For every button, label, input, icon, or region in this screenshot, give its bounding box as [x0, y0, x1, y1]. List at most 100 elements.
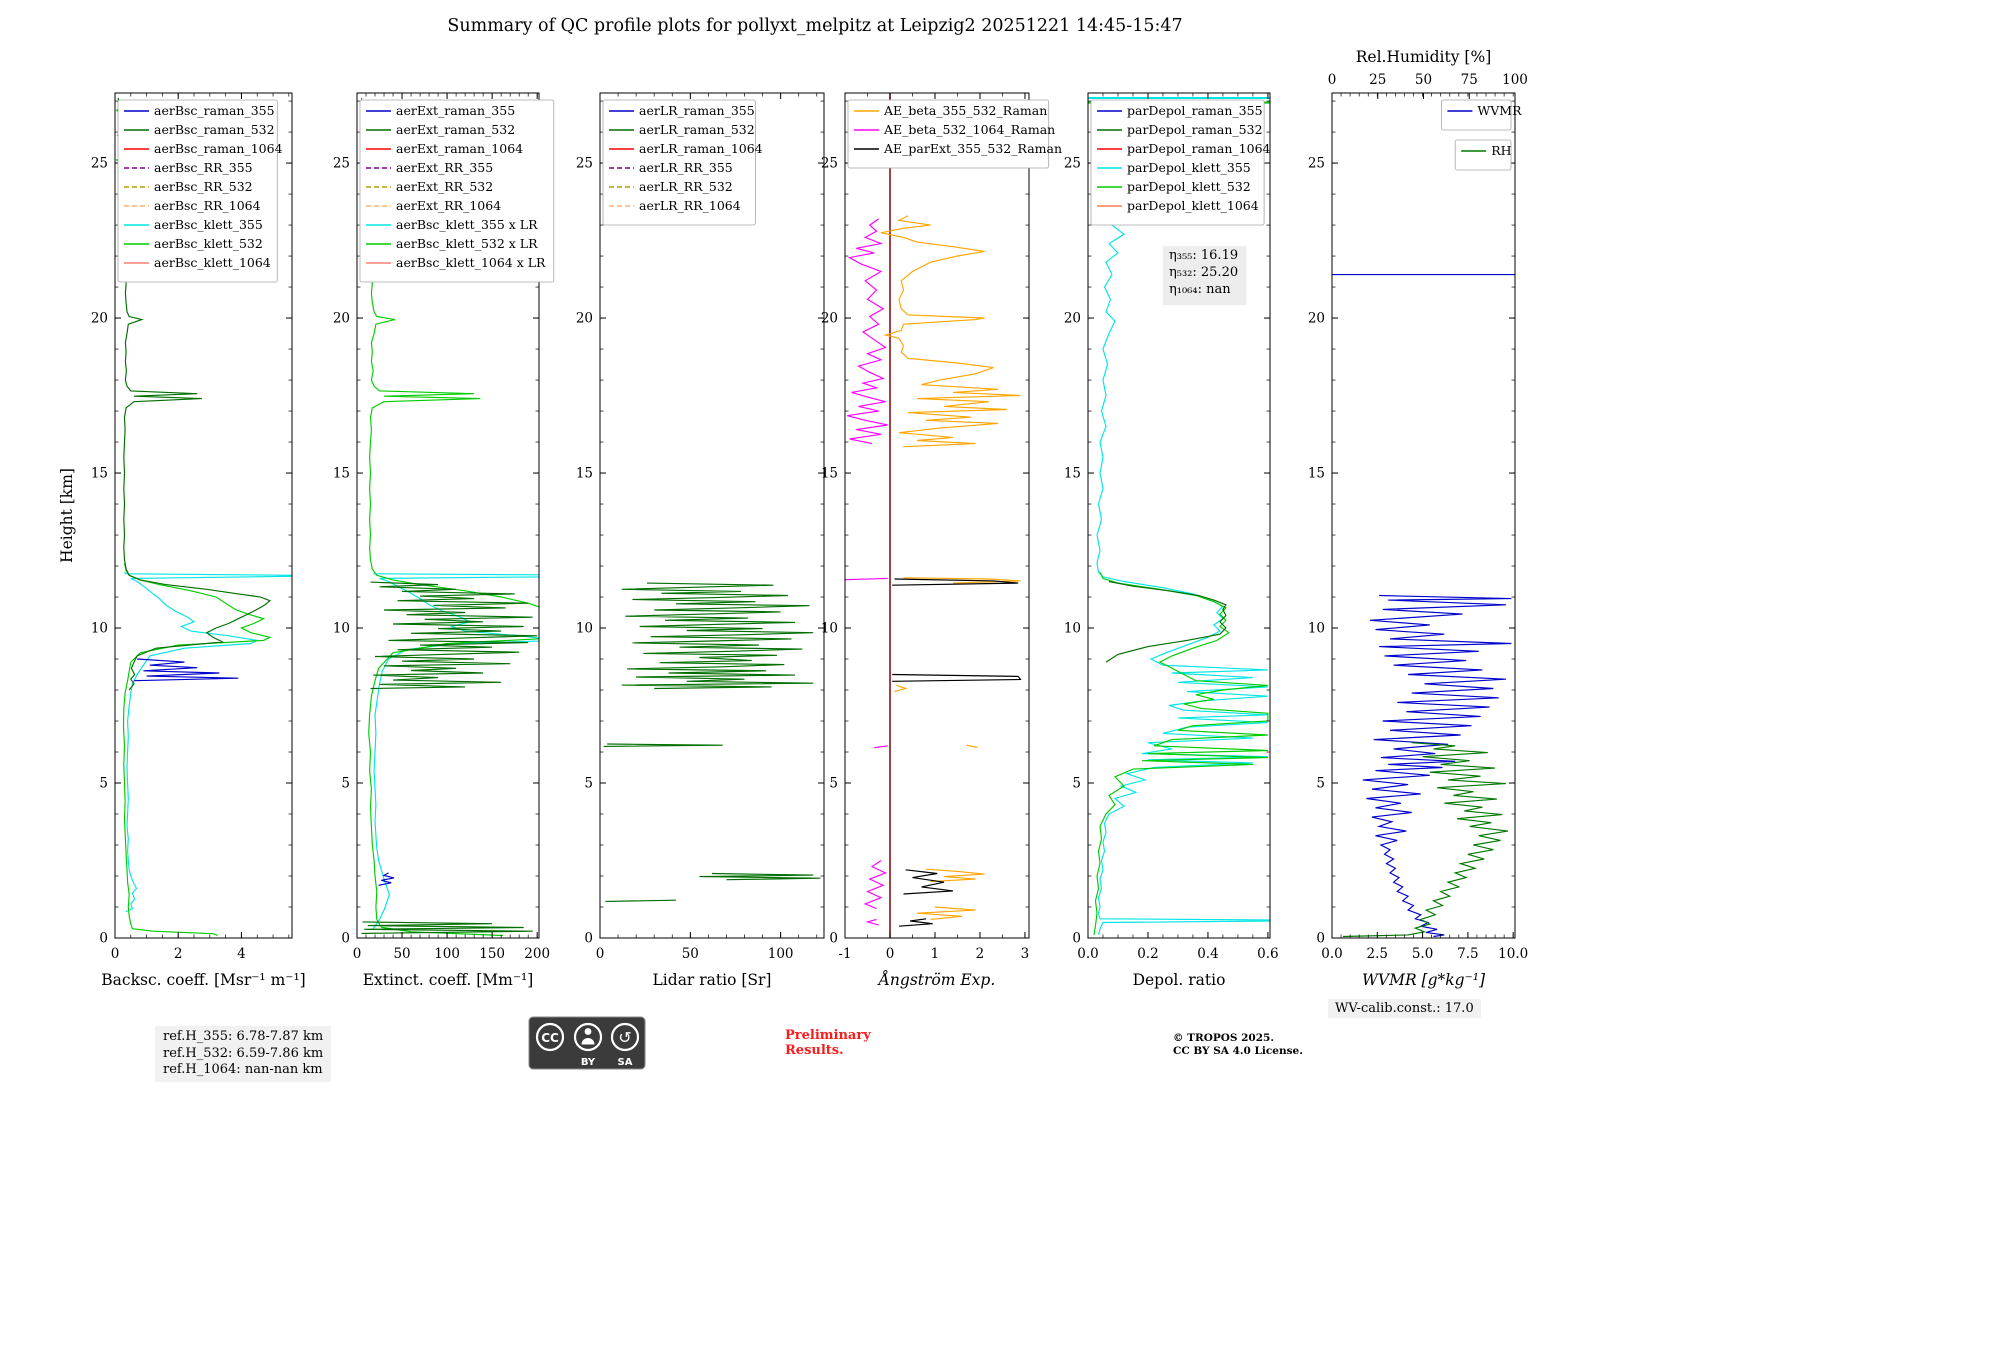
x-tick-label: 100	[434, 946, 460, 962]
y-tick-label: 10	[91, 621, 108, 637]
y-tick-label: 15	[821, 466, 838, 482]
series-AE_beta_355_532_s5	[925, 868, 985, 883]
x-tick-label: -1	[838, 946, 851, 962]
legend-box	[602, 99, 756, 226]
x-tick-label: 0.0	[1077, 946, 1098, 962]
y-tick-label: 0	[1072, 931, 1081, 947]
y-axis-label: Height [km]	[58, 468, 76, 563]
axes-frame	[356, 92, 540, 939]
panel-lidar-ratio: 0 50 100 0 5 10 15 20 25 Lidar ratio [Sr] aerLR_ra…	[576, 92, 825, 989]
legend-box	[1090, 99, 1265, 226]
y-tick-label: 15	[576, 466, 593, 482]
legend-box	[117, 99, 278, 283]
top-tick-label: 75	[1461, 72, 1478, 88]
x-tick-label: 0	[886, 946, 895, 962]
legend-label: aerBsc_klett_355	[154, 217, 263, 232]
series-aerBsc_klett_355	[124, 571, 292, 913]
y-tick-label: 15	[1308, 466, 1325, 482]
x-axis-label: Backsc. coeff. [Msr⁻¹ m⁻¹]	[101, 971, 305, 989]
legend-label: aerBsc_raman_532	[154, 122, 275, 137]
y-tick-label: 20	[91, 311, 108, 327]
x-tick-label: 0.6	[1257, 946, 1278, 962]
sa-label: SA	[618, 1057, 633, 1068]
legend-label: aerLR_raman_355	[639, 103, 755, 118]
y-tick-label: 0	[584, 931, 593, 947]
x-axis-label: Lidar ratio [Sr]	[653, 971, 772, 989]
legend-box	[1454, 139, 1512, 171]
y-tick-label: 15	[1064, 466, 1081, 482]
annotation-text: η₃₅₅: 16.19	[1169, 248, 1238, 263]
x-tick-label: 0	[353, 946, 362, 962]
x-tick-label: 4	[237, 946, 246, 962]
by-label: BY	[581, 1057, 596, 1068]
series-aerBsc_klett_532	[122, 562, 272, 937]
legend-box	[1441, 99, 1512, 131]
legend-label: aerBsc_klett_532 x LR	[396, 236, 538, 251]
svg-text:↺: ↺	[618, 1028, 631, 1047]
legend-label: aerExt_raman_1064	[396, 141, 523, 156]
y-tick-label: 25	[821, 156, 838, 172]
y-tick-label: 20	[576, 311, 593, 327]
y-tick-label: 10	[821, 621, 838, 637]
y-tick-label: 25	[1308, 156, 1325, 172]
series-AE_beta_532_1064_s2	[845, 577, 888, 581]
legend-label: parDepol_raman_532	[1127, 122, 1263, 137]
series-aerLR_raman_532_seg12	[605, 899, 676, 902]
x-tick-label: 50	[393, 946, 410, 962]
x-tick-label: 2.5	[1367, 946, 1388, 962]
legend-label: parDepol_raman_1064	[1127, 141, 1271, 156]
y-tick-label: 5	[1072, 776, 1081, 792]
x-tick-label: 0	[111, 946, 120, 962]
legend-label: aerExt_raman_355	[396, 103, 515, 118]
legend-label: aerLR_raman_1064	[639, 141, 763, 156]
x-tick-label: 100	[768, 946, 794, 962]
y-tick-label: 20	[333, 311, 350, 327]
y-tick-label: 5	[829, 776, 838, 792]
y-tick-label: 5	[584, 776, 593, 792]
legend-box	[359, 99, 555, 283]
legend-label: AE_parExt_355_532_Raman	[883, 141, 1062, 156]
y-tick-label: 20	[821, 311, 838, 327]
series-aerLR_raman_532_seg62	[603, 743, 723, 747]
y-tick-label: 5	[1316, 776, 1325, 792]
annotation-text: η₁₀₆₄: nan	[1169, 282, 1231, 297]
ref-h-355: ref.H_355: 6.78-7.87 km	[163, 1029, 324, 1044]
series-parDepol_raman_532	[1105, 580, 1227, 663]
legend-label: aerLR_RR_355	[639, 160, 733, 175]
top-tick-label: 0	[1328, 72, 1337, 88]
legend-label: aerBsc_klett_532	[154, 236, 263, 251]
x-axis-label: WVMR [g*kg⁻¹]	[1362, 971, 1486, 989]
x-axis-label: Depol. ratio	[1133, 971, 1226, 989]
legend-label: aerLR_RR_1064	[639, 198, 741, 213]
legend-label: aerBsc_raman_1064	[154, 141, 283, 156]
x-tick-label: 2	[976, 946, 985, 962]
panel-backscatter: 0 2 4 0 5 10 15 20 25 Backsc. coeff. [Msr⁻¹ m⁻¹] H…	[58, 92, 306, 989]
panel-wvmr: 0.0 2.5 5.0 7.5 10.0 0 5 10 15 20 25 0 25 50 75 100 Rel.…	[1308, 48, 1528, 989]
legend-label: WVMR	[1477, 103, 1522, 118]
panel-extinction: LR355: 50.00LR532: 50.00LR1064: 50.00050…	[333, 92, 555, 989]
top-tick-label: 25	[1369, 72, 1386, 88]
series-AE_beta_355_532_upper	[880, 215, 1021, 448]
legend-label: aerExt_RR_355	[396, 160, 493, 175]
legend-label: aerExt_RR_1064	[396, 198, 501, 213]
series-aerExt_raman_355	[378, 872, 395, 886]
y-tick-label: 10	[333, 621, 350, 637]
series-aerBsc_raman_355	[133, 658, 239, 682]
legend-label: parDepol_klett_1064	[1127, 198, 1259, 213]
series-aerLR_raman_532	[621, 582, 814, 690]
legend-label: AE_beta_355_532_Raman	[883, 103, 1047, 118]
wv-calibration-constant: WV-calib.const.: 17.0	[1328, 999, 1481, 1018]
x-axis-label: Ångström Exp.	[877, 971, 996, 989]
series-aerLR_raman_532_seg19	[699, 872, 821, 881]
ref-h-1064: ref.H_1064: nan-nan km	[163, 1062, 323, 1077]
y-tick-label: 10	[1064, 621, 1081, 637]
axes-frame	[1331, 92, 1516, 939]
x-axis-label: Extinct. coeff. [Mm⁻¹]	[363, 971, 534, 989]
y-tick-label: 20	[1308, 311, 1325, 327]
legend-label: aerLR_raman_532	[639, 122, 755, 137]
x-tick-label: 0.4	[1197, 946, 1218, 962]
axes-frame	[1087, 92, 1271, 939]
preliminary-results-note: Preliminary Results.	[785, 1028, 871, 1058]
x-tick-label: 10.0	[1498, 946, 1528, 962]
